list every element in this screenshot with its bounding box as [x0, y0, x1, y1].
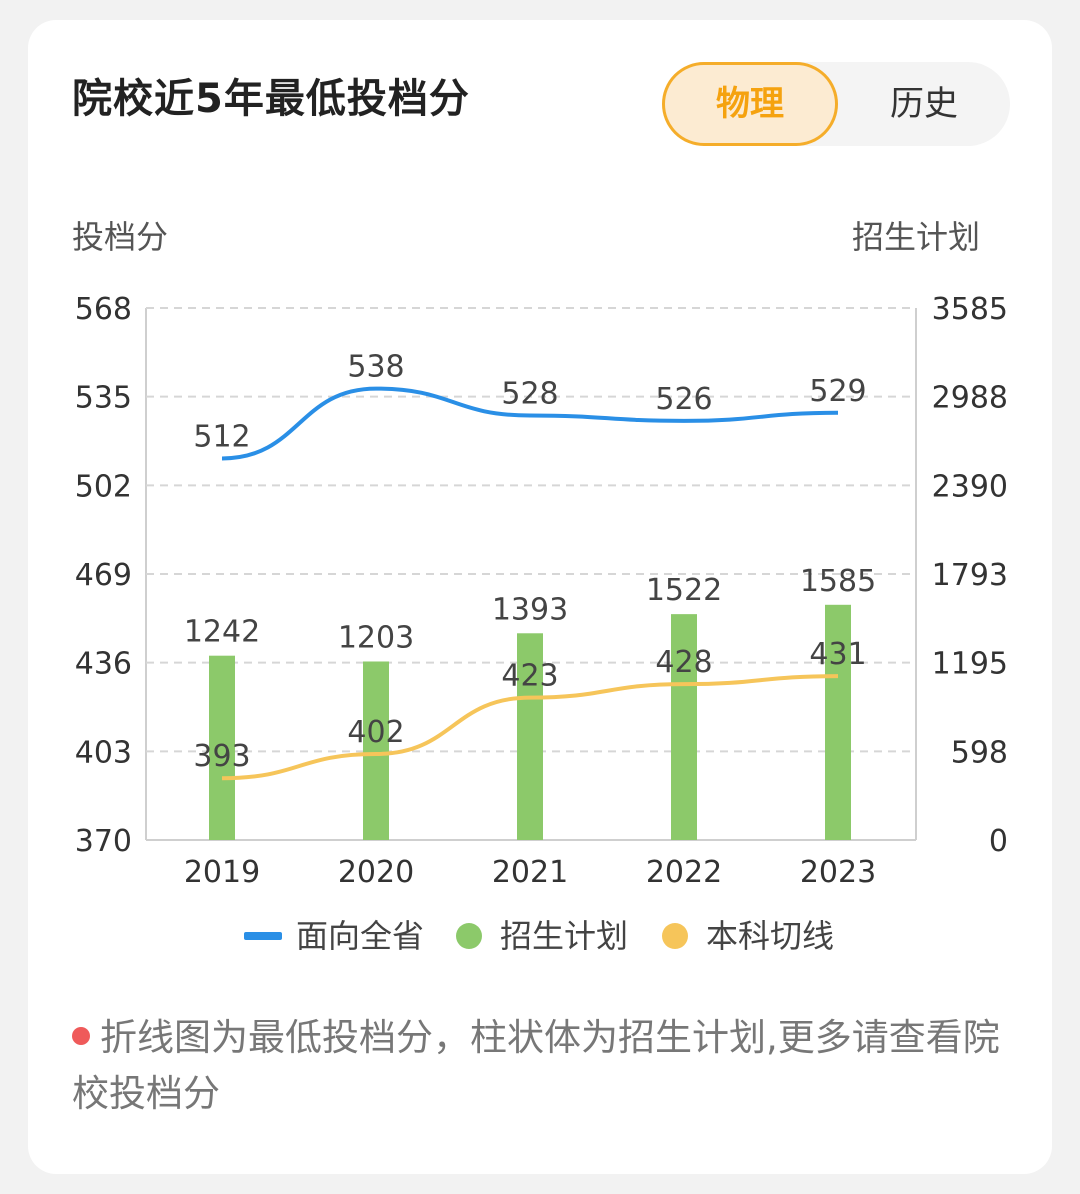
- x-tick-label: 2022: [646, 855, 722, 890]
- y2-tick-label: 598: [951, 735, 1008, 770]
- y-tick-label: 535: [75, 381, 132, 416]
- chart-note: 折线图为最低投档分，柱状体为招生计划,更多请查看院校投档分: [72, 1010, 1012, 1122]
- card-title: 院校近5年最低投档分: [72, 76, 470, 122]
- line-data-label: 423: [501, 659, 558, 694]
- bar: [209, 655, 235, 840]
- line-data-label: 431: [809, 637, 866, 672]
- line-data-label: 402: [347, 715, 404, 750]
- y2-tick-label: 1793: [932, 558, 1008, 593]
- bar: [825, 604, 851, 840]
- bar-data-label: 1393: [492, 592, 568, 627]
- series-line: [221, 386, 839, 461]
- y-tick-label: 502: [75, 469, 132, 504]
- bar-data-label: 1242: [184, 615, 260, 650]
- y-tick-label: 403: [75, 735, 132, 770]
- series-line: [221, 674, 839, 781]
- bar-data-label: 1585: [800, 564, 876, 599]
- y-tick-label: 568: [75, 292, 132, 327]
- y2-tick-label: 2988: [932, 381, 1008, 416]
- legend-label: 招生计划: [500, 917, 628, 955]
- tab-physics[interactable]: 物理: [662, 62, 838, 146]
- x-tick-label: 2021: [492, 855, 568, 890]
- x-tick-label: 2020: [338, 855, 414, 890]
- bar: [517, 633, 543, 840]
- y-tick-label: 469: [75, 558, 132, 593]
- note-text: 折线图为最低投档分，柱状体为招生计划,更多请查看院校投档分: [72, 1016, 1000, 1115]
- note-dot-icon: [72, 1026, 90, 1045]
- left-axis-title: 投档分: [72, 218, 169, 256]
- tab-history[interactable]: 历史: [890, 84, 958, 124]
- bar: [671, 614, 697, 840]
- line-data-label: 529: [809, 374, 866, 409]
- y2-tick-label: 1195: [932, 647, 1008, 682]
- bar: [363, 661, 389, 840]
- x-tick-label: 2019: [184, 855, 260, 890]
- line-data-label: 528: [501, 376, 558, 411]
- y-tick-label: 370: [75, 824, 132, 859]
- legend-label: 面向全省: [296, 917, 424, 955]
- line-data-label: 526: [655, 382, 712, 417]
- y2-tick-label: 3585: [932, 292, 1008, 327]
- y2-tick-label: 0: [989, 824, 1008, 859]
- right-axis-title: 招生计划: [851, 218, 980, 256]
- bar-data-label: 1203: [338, 620, 414, 655]
- score-chart-card: 院校近5年最低投档分 物理 历史 投档分 招生计划 折线图为最低投档分，柱状体为…: [28, 20, 1052, 1174]
- bar-data-label: 1522: [646, 573, 722, 608]
- line-data-label: 512: [193, 419, 250, 454]
- y-tick-label: 436: [75, 647, 132, 682]
- line-data-label: 538: [347, 350, 404, 385]
- line-data-label: 393: [193, 739, 250, 774]
- legend-swatch: [456, 923, 482, 949]
- x-tick-label: 2023: [800, 855, 876, 890]
- legend-swatch: [662, 923, 688, 949]
- line-data-label: 428: [655, 645, 712, 680]
- y2-tick-label: 2390: [932, 469, 1008, 504]
- legend-label: 本科切线: [706, 917, 834, 955]
- legend-swatch: [244, 932, 282, 940]
- subject-toggle: 物理 历史: [662, 62, 1010, 146]
